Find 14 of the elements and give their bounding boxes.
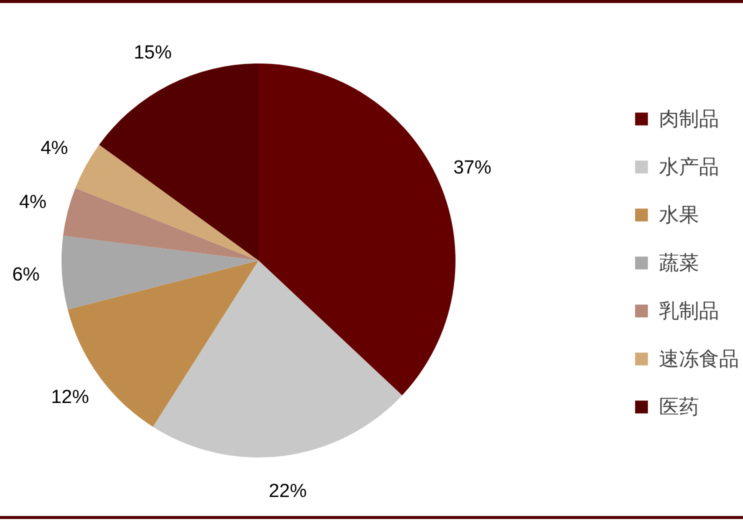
legend-label: 水果 — [659, 203, 699, 228]
data-label: 4% — [40, 138, 68, 159]
legend-label: 肉制品 — [659, 107, 719, 132]
data-label: 15% — [134, 42, 172, 64]
legend-label: 速冻食品 — [659, 347, 739, 372]
data-label: 37% — [453, 157, 492, 178]
data-label: 6% — [12, 264, 40, 286]
data-label: 4% — [19, 192, 47, 214]
legend-label: 乳制品 — [659, 299, 719, 324]
legend-label: 水产品 — [659, 155, 719, 180]
legend-label: 医药 — [659, 395, 699, 420]
data-label: 22% — [268, 481, 307, 502]
data-label: 12% — [50, 386, 90, 408]
legend-label: 蔬菜 — [659, 251, 699, 276]
